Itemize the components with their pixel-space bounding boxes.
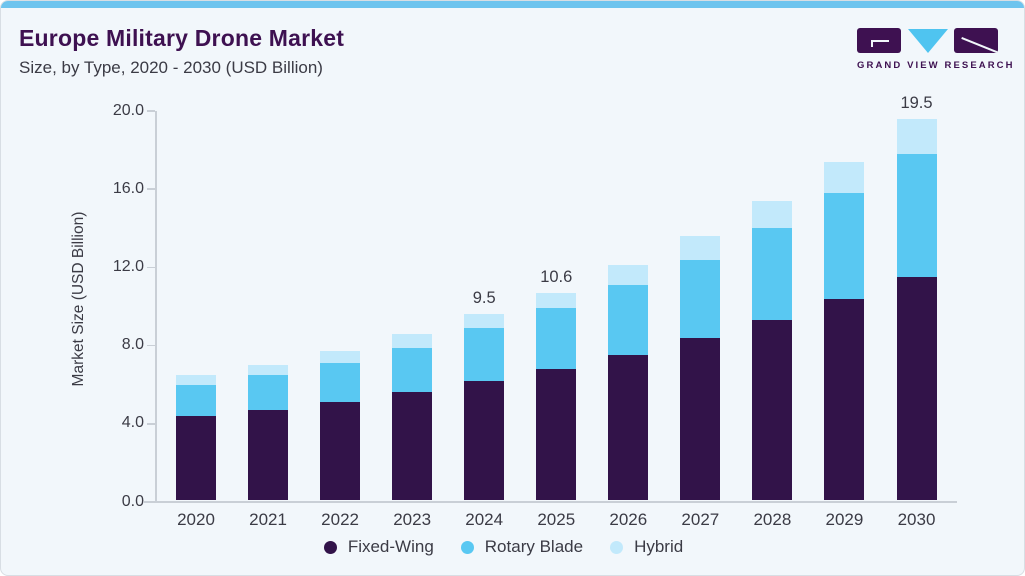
y-tick-label-20.0: 20.0 bbox=[112, 101, 144, 119]
y-tick-mark-0.0 bbox=[147, 501, 155, 503]
bar-2030-rotary-blade bbox=[896, 153, 937, 278]
legend-label: Rotary Blade bbox=[484, 537, 584, 556]
x-tick-2024: 2024 bbox=[465, 510, 504, 529]
bar-2024-rotary-blade bbox=[464, 327, 505, 381]
y-axis-line bbox=[155, 111, 157, 502]
y-tick-mark-8.0 bbox=[147, 344, 155, 347]
y-tick-mark-16.0 bbox=[147, 188, 155, 190]
bar-2022-fixed-wing bbox=[320, 402, 361, 500]
bar-2029-fixed-wing bbox=[824, 298, 865, 500]
y-tick-label-0.0: 0.0 bbox=[121, 492, 144, 510]
bar-2030-fixed-wing bbox=[896, 277, 937, 500]
bar-value-label-2025: 10.6 bbox=[540, 267, 573, 286]
bar-2026-hybrid bbox=[608, 265, 649, 285]
legend-label: Hybrid bbox=[634, 537, 684, 556]
chart-subtitle: Size, by Type, 2020 - 2030 (USD Billion) bbox=[19, 58, 323, 77]
bar-2025-fixed-wing bbox=[536, 369, 577, 500]
gvr-logo-mark bbox=[857, 28, 998, 53]
bar-2020-fixed-wing bbox=[176, 415, 216, 500]
legend-item-rotary-blade: Rotary Blade bbox=[460, 537, 584, 557]
x-tick-2021: 2021 bbox=[249, 510, 287, 529]
bar-2023-hybrid bbox=[392, 333, 433, 348]
x-tick-2022: 2022 bbox=[321, 510, 359, 529]
bar-2027-rotary-blade bbox=[680, 259, 721, 338]
legend-item-fixed-wing: Fixed-Wing bbox=[323, 537, 434, 557]
bar-2023-rotary-blade bbox=[392, 347, 433, 393]
bar-2022-rotary-blade bbox=[320, 363, 361, 403]
logo-r-block-icon bbox=[954, 28, 998, 53]
legend-dot-icon bbox=[460, 540, 474, 554]
bar-value-label-2030: 19.5 bbox=[900, 93, 933, 112]
bar-2026-fixed-wing bbox=[608, 355, 649, 500]
x-tick-2027: 2027 bbox=[681, 510, 720, 529]
bar-2025-hybrid bbox=[536, 292, 577, 309]
bar-2030-hybrid bbox=[896, 118, 937, 154]
bar-2025-rotary-blade bbox=[536, 308, 577, 370]
x-tick-2025: 2025 bbox=[537, 510, 576, 529]
gvr-logo: GRAND VIEW RESEARCH bbox=[857, 28, 1015, 71]
chart-title: Europe Military Drone Market bbox=[19, 25, 345, 51]
bar-value-label-2024: 9.5 bbox=[472, 289, 496, 308]
x-axis-line bbox=[144, 501, 957, 503]
bar-2028-rotary-blade bbox=[752, 228, 793, 321]
legend: Fixed-Wing Rotary Blade Hybrid bbox=[1, 537, 1006, 557]
y-tick-label-8.0: 8.0 bbox=[121, 336, 144, 354]
y-tick-mark-20.0 bbox=[147, 110, 155, 112]
logo-text: GRAND VIEW RESEARCH bbox=[857, 60, 1015, 71]
bar-2021-hybrid bbox=[248, 365, 289, 375]
bar-2022-hybrid bbox=[320, 351, 361, 364]
y-tick-label-4.0: 4.0 bbox=[121, 414, 144, 432]
legend-item-hybrid: Hybrid bbox=[610, 537, 683, 557]
bar-2021-rotary-blade bbox=[248, 374, 289, 411]
bar-2027-fixed-wing bbox=[680, 337, 721, 500]
y-tick-mark-12.0 bbox=[147, 266, 155, 269]
x-tick-2030: 2030 bbox=[897, 510, 936, 529]
bar-2029-hybrid bbox=[824, 161, 865, 194]
bar-2027-hybrid bbox=[680, 236, 721, 260]
bar-2024-fixed-wing bbox=[464, 380, 505, 500]
bar-2020-hybrid bbox=[176, 374, 216, 385]
bar-2026-rotary-blade bbox=[608, 284, 649, 356]
x-tick-2023: 2023 bbox=[393, 510, 432, 529]
y-tick-label-16.0: 16.0 bbox=[112, 179, 144, 197]
logo-triangle-icon bbox=[907, 28, 948, 53]
y-tick-mark-4.0 bbox=[147, 423, 155, 425]
bar-2020-rotary-blade bbox=[176, 384, 216, 416]
x-tick-2029: 2029 bbox=[825, 510, 864, 529]
x-tick-2028: 2028 bbox=[753, 510, 792, 529]
chart-header: Europe Military Drone Market Size, by Ty… bbox=[19, 25, 344, 78]
bar-2028-hybrid bbox=[752, 200, 793, 229]
bar-2023-fixed-wing bbox=[392, 392, 433, 500]
bar-2021-fixed-wing bbox=[248, 410, 289, 500]
legend-dot-icon bbox=[610, 540, 624, 554]
card-top-accent bbox=[1, 1, 1024, 8]
x-tick-2020: 2020 bbox=[177, 510, 215, 529]
bar-2028-fixed-wing bbox=[752, 320, 793, 500]
bar-2029-rotary-blade bbox=[824, 193, 865, 299]
bar-2024-hybrid bbox=[464, 314, 505, 328]
x-tick-2026: 2026 bbox=[609, 510, 648, 529]
y-tick-label-12.0: 12.0 bbox=[112, 257, 144, 275]
logo-g-block-icon bbox=[857, 28, 901, 53]
legend-dot-icon bbox=[323, 540, 337, 554]
legend-label: Fixed-Wing bbox=[347, 537, 434, 556]
